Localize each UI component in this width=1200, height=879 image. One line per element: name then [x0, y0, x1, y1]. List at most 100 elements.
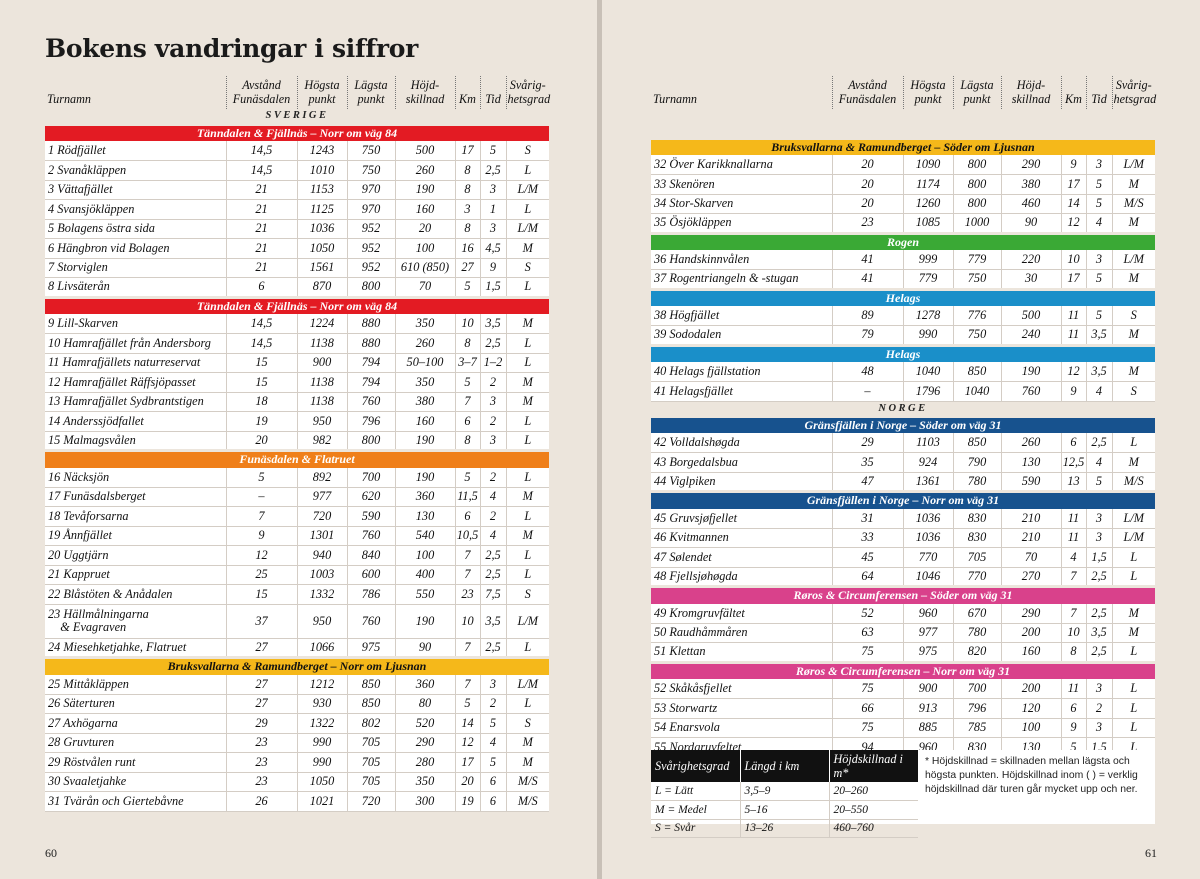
hike-cell-grade: L	[1111, 698, 1155, 719]
hike-cell-time: 3,5	[1085, 362, 1112, 382]
hike-cell-grade: S	[505, 584, 549, 605]
hike-cell-high: 1243	[296, 141, 347, 161]
hike-cell-low: 620	[346, 487, 395, 507]
column-header-name: Turnamn	[45, 76, 226, 109]
legend-cell: 13–26	[739, 819, 829, 838]
hike-cell-time: 4	[1085, 452, 1112, 473]
hike-cell-grade: M	[505, 392, 549, 412]
hike-cell-high: 1066	[296, 638, 347, 658]
hike-cell-km: 12	[1060, 362, 1086, 382]
hike-cell-diff: 90	[394, 638, 455, 658]
legend-cell: 20–260	[828, 782, 918, 801]
hike-cell-high: 770	[902, 547, 953, 568]
hike-cell-grade: M	[505, 487, 549, 507]
hike-cell-name: 52 Skåkåsfjellet	[651, 679, 832, 699]
region-header-label: Gränsfjällen i Norge – Norr om väg 31	[651, 490, 1155, 509]
hike-cell-low: 850	[952, 362, 1001, 382]
hike-cell-name: 26 Säterturen	[45, 694, 226, 714]
hike-cell-dist: 18	[225, 392, 297, 412]
hike-cell-time: 3	[479, 431, 506, 451]
hike-cell-time: 3,5	[1085, 623, 1112, 643]
hike-row: 12 Hamrafjället Räffsjöpasset 15 1138 794 35…	[45, 372, 549, 393]
hike-cell-time: 2	[479, 372, 506, 393]
hike-row: 36 Handskinnvålen 41 999 779 220 10 3 L/M	[651, 250, 1155, 270]
hike-cell-dist: 20	[225, 431, 297, 451]
hike-cell-high: 1010	[296, 160, 347, 181]
legend-cell: L = Lätt	[651, 782, 740, 801]
hike-cell-name: 54 Enarsvola	[651, 718, 832, 738]
hike-cell-time: 3	[479, 180, 506, 200]
hike-cell-time: 3,5	[1085, 325, 1112, 346]
hike-cell-name: 4 Svansjökläppen	[45, 199, 226, 220]
hike-cell-name: 19 Ånnfjället	[45, 526, 226, 546]
column-header-time: Tid	[1085, 76, 1112, 109]
hike-cell-km: 8	[454, 160, 480, 181]
hike-cell-dist: 21	[225, 199, 297, 220]
hike-cell-diff: 290	[1000, 155, 1061, 175]
hike-cell-km: 6	[454, 411, 480, 432]
hike-cell-name: 3 Vättafjället	[45, 180, 226, 200]
region-header-row: Tänndalen & Fjällnäs – Norr om väg 84	[45, 122, 549, 141]
hike-row: 14 Anderssjödfallet 19 950 796 160 6 2 L	[45, 411, 549, 432]
hike-cell-km: 8	[454, 333, 480, 354]
hike-cell-high: 1050	[296, 772, 347, 792]
hike-cell-grade: L	[1111, 547, 1155, 568]
hike-cell-km: 5	[454, 372, 480, 393]
hike-cell-name: 42 Volldalshøgda	[651, 433, 832, 453]
hike-cell-low: 750	[346, 160, 395, 181]
hike-cell-high: 1138	[296, 392, 347, 412]
hike-cell-diff: 590	[1000, 472, 1061, 492]
hike-cell-grade: L	[1111, 679, 1155, 699]
hike-row: 39 Sododalen 79 990 750 240 11 3,5 M	[651, 325, 1155, 346]
hike-cell-low: 705	[346, 772, 395, 792]
region-header-row: Gränsfjällen i Norge – Söder om väg 31	[651, 414, 1155, 433]
hike-cell-diff: 70	[394, 277, 455, 298]
hike-cell-grade: M	[1111, 603, 1155, 624]
hike-cell-time: 4	[479, 487, 506, 507]
hike-cell-high: 720	[296, 506, 347, 527]
hike-cell-high: 1224	[296, 314, 347, 334]
hike-cell-diff: 210	[1000, 528, 1061, 548]
header-line: hetsgrad	[1113, 92, 1157, 106]
hike-row: 31 Tvärån och Giertebåvne 26 1021 720 300 19 6…	[45, 791, 549, 812]
hike-cell-dist: 33	[831, 528, 903, 548]
hike-cell-low: 760	[346, 526, 395, 546]
hike-cell-low: 705	[952, 547, 1001, 568]
hike-cell-diff: 160	[1000, 642, 1061, 663]
hike-cell-low: 820	[952, 642, 1001, 663]
hike-cell-name: 1 Rödfjället	[45, 141, 226, 161]
table-body: SVERIGE Tänndalen & Fjällnäs – Norr om vä…	[45, 109, 549, 812]
hike-cell-dist: 41	[831, 250, 903, 270]
hike-cell-grade: L	[505, 411, 549, 432]
column-header-diff: Höjd-skillnad	[394, 76, 455, 109]
region-header-row: Helags	[651, 343, 1155, 362]
hike-cell-time: 3	[479, 674, 506, 695]
hike-cell-diff: 380	[1000, 174, 1061, 195]
hike-cell-diff: 360	[394, 487, 455, 507]
region-header-label: Bruksvallarna & Ramundberget – Söder om …	[651, 136, 1155, 155]
hike-cell-name: 48 Fjellsjøhøgda	[651, 567, 832, 587]
hike-cell-low: 796	[952, 698, 1001, 719]
hike-cell-name: 22 Blåstöten & Anådalen	[45, 584, 226, 605]
hike-cell-diff: 260	[394, 160, 455, 181]
hike-cell-grade: M	[505, 752, 549, 773]
hike-row: 16 Näcksjön 5 892 700 190 5 2 L	[45, 467, 549, 488]
hike-cell-diff: 240	[1000, 325, 1061, 346]
hike-cell-dist: 27	[225, 694, 297, 714]
column-header-time: Tid	[479, 76, 506, 109]
hike-cell-low: 800	[952, 155, 1001, 175]
hike-cell-low: 1000	[952, 213, 1001, 234]
hike-cell-diff: 380	[394, 392, 455, 412]
hike-cell-dist: 20	[831, 174, 903, 195]
hike-cell-dist: 23	[225, 733, 297, 753]
hike-cell-high: 1046	[902, 567, 953, 587]
hike-cell-grade: L	[505, 160, 549, 181]
hike-cell-high: 870	[296, 277, 347, 298]
hike-cell-low: 952	[346, 238, 395, 259]
hike-cell-diff: 160	[394, 411, 455, 432]
header-line: Tid	[485, 92, 501, 106]
hike-cell-km: 10	[454, 604, 480, 639]
hike-cell-dist: 26	[225, 791, 297, 812]
hike-row: 37 Rogentriangeln & -stugan 41 779 750 30 17 5…	[651, 269, 1155, 290]
hike-cell-diff: 200	[1000, 623, 1061, 643]
